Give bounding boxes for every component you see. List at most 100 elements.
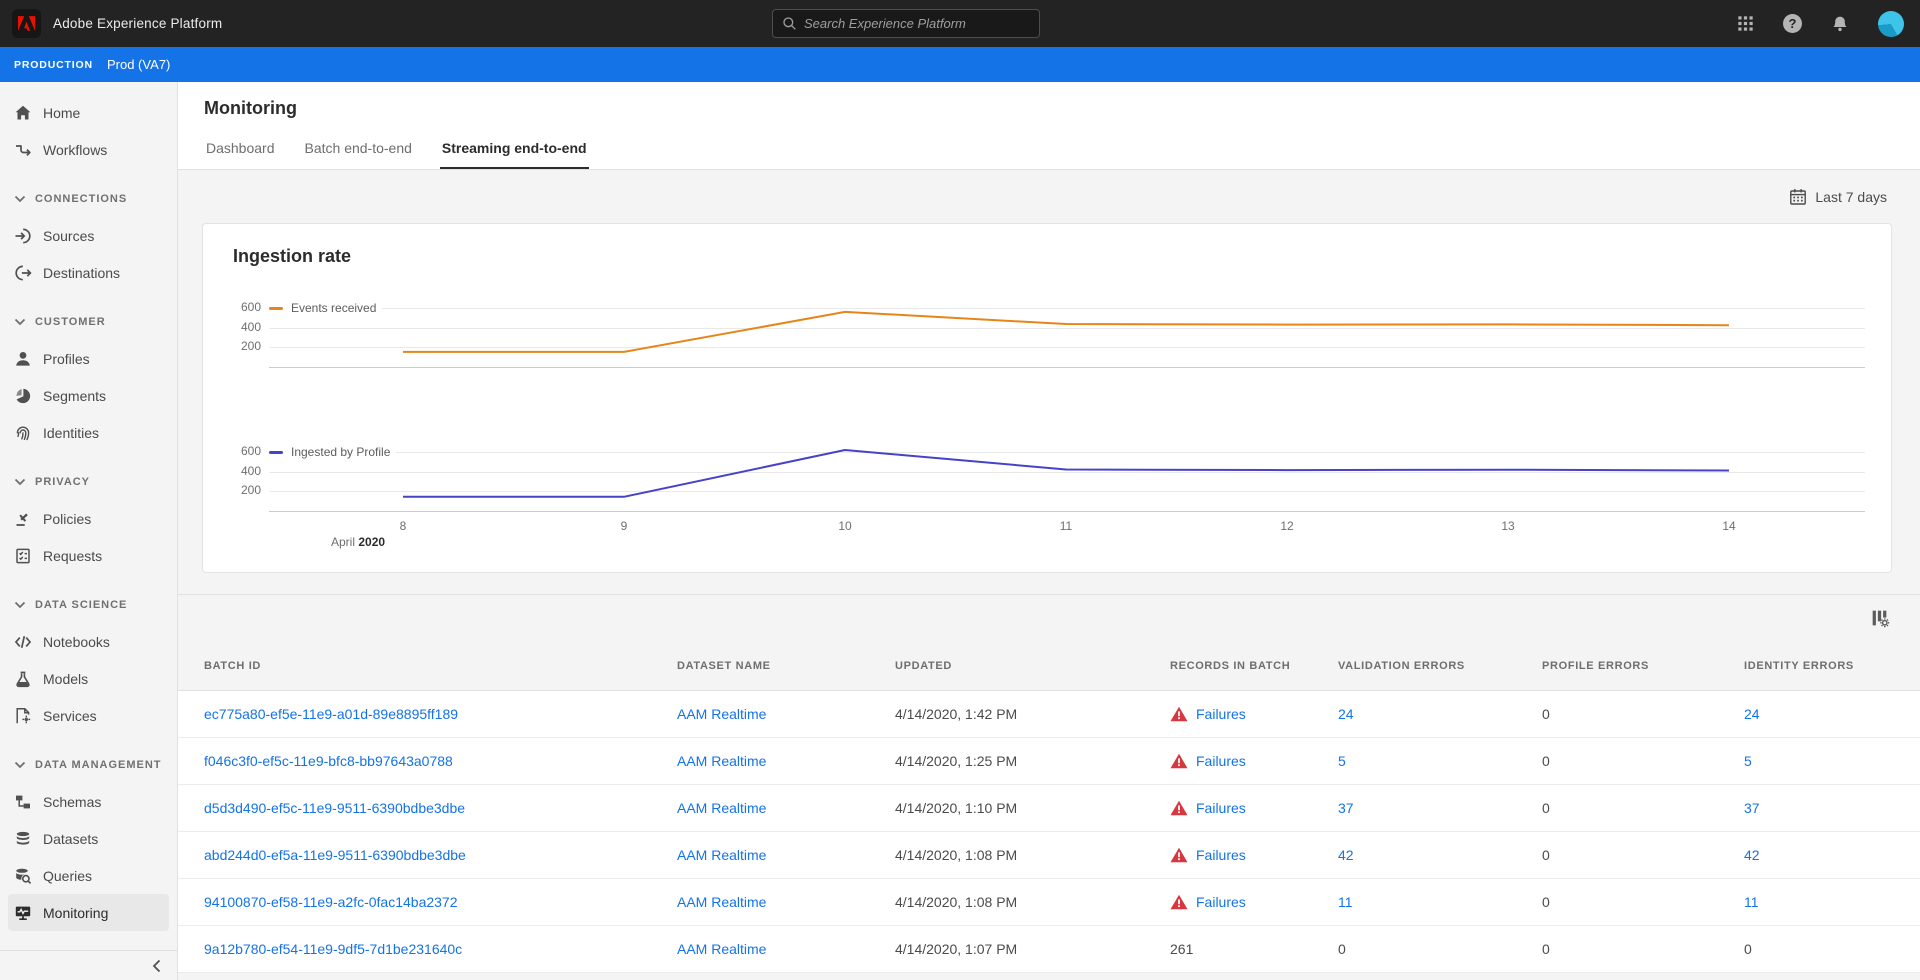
sidebar-item-label: Destinations bbox=[43, 264, 121, 281]
tab-dashboard[interactable]: Dashboard bbox=[206, 140, 275, 156]
sidebar-section-data-management[interactable]: DATA MANAGEMENT bbox=[0, 746, 177, 783]
tab-batch-end-to-end[interactable]: Batch end-to-end bbox=[304, 140, 412, 156]
collapse-sidebar-icon[interactable] bbox=[152, 959, 161, 973]
profile-errors-value: 0 bbox=[1542, 706, 1550, 722]
environment-name[interactable]: Prod (VA7) bbox=[106, 57, 171, 72]
bell-icon[interactable] bbox=[1830, 14, 1850, 34]
updated-value: 4/14/2020, 1:08 PM bbox=[895, 894, 1018, 910]
tab-streaming-end-to-end[interactable]: Streaming end-to-end bbox=[439, 140, 589, 169]
sidebar-item-segments[interactable]: Segments bbox=[8, 377, 169, 414]
records-in-batch-value[interactable]: Failures bbox=[1196, 894, 1246, 910]
dataset-name-link[interactable]: AAM Realtime bbox=[677, 706, 767, 722]
chevron-down-icon bbox=[14, 761, 26, 769]
y-tick-label: 200 bbox=[240, 339, 261, 353]
avatar[interactable] bbox=[1878, 10, 1904, 37]
gridline bbox=[269, 491, 1865, 492]
identity-errors-value[interactable]: 11 bbox=[1744, 894, 1759, 910]
warning-icon bbox=[1170, 706, 1188, 722]
updated-value: 4/14/2020, 1:08 PM bbox=[895, 847, 1018, 863]
sidebar-item-destinations[interactable]: Destinations bbox=[8, 254, 169, 291]
sidebar-item-models[interactable]: Models bbox=[8, 660, 169, 697]
search-input[interactable] bbox=[804, 16, 1030, 31]
identity-errors-value[interactable]: 24 bbox=[1744, 706, 1760, 722]
services-icon bbox=[14, 707, 32, 725]
sidebar-nav: Home Workflows CONNECTIONS Sources Destinati… bbox=[0, 94, 177, 931]
sidebar-item-monitoring[interactable]: Monitoring bbox=[8, 894, 169, 931]
date-range-picker[interactable]: Last 7 days bbox=[1789, 188, 1887, 206]
sidebar-item-label: Requests bbox=[43, 547, 103, 564]
dataset-name-link[interactable]: AAM Realtime bbox=[677, 941, 767, 957]
records-in-batch-value[interactable]: Failures bbox=[1196, 753, 1246, 769]
batch-id-link[interactable]: ec775a80-ef5e-11e9-a01d-89e8895ff189 bbox=[204, 706, 459, 722]
batch-id-link[interactable]: abd244d0-ef5a-11e9-9511-6390bdbe3dbe bbox=[204, 847, 466, 863]
global-search[interactable] bbox=[772, 9, 1040, 38]
sidebar-item-identities[interactable]: Identities bbox=[8, 414, 169, 451]
sidebar-section-data-science[interactable]: DATA SCIENCE bbox=[0, 586, 177, 623]
sidebar-item-requests[interactable]: Requests bbox=[8, 537, 169, 574]
sidebar-item-policies[interactable]: Policies bbox=[8, 500, 169, 537]
sidebar-section-privacy[interactable]: PRIVACY bbox=[0, 463, 177, 500]
sidebar-item-label: Notebooks bbox=[43, 633, 110, 650]
column-settings-icon[interactable] bbox=[1870, 608, 1890, 628]
records-in-batch-value[interactable]: Failures bbox=[1196, 706, 1246, 722]
sidebar-footer bbox=[0, 950, 177, 980]
x-tick-label: 9 bbox=[620, 518, 628, 533]
sidebar-item-home[interactable]: Home bbox=[8, 94, 169, 131]
identity-errors-value[interactable]: 42 bbox=[1744, 847, 1760, 863]
notebooks-icon bbox=[14, 633, 32, 651]
records-in-batch-value: 261 bbox=[1170, 941, 1194, 957]
series-line-ingested-by-profile bbox=[403, 449, 1730, 498]
col-profile-errors[interactable]: PROFILE ERRORS bbox=[1542, 659, 1650, 672]
table-body: ec775a80-ef5e-11e9-a01d-89e8895ff189 AAM … bbox=[178, 691, 1920, 973]
x-tick-label: 14 bbox=[1722, 518, 1736, 533]
batch-id-link[interactable]: f046c3f0-ef5c-11e9-bfc8-bb97643a0788 bbox=[204, 753, 453, 769]
validation-errors-value[interactable]: 24 bbox=[1338, 706, 1354, 722]
sidebar: Home Workflows CONNECTIONS Sources Destinati… bbox=[0, 82, 178, 980]
col-identity-errors[interactable]: IDENTITY ERRORS bbox=[1744, 659, 1854, 672]
x-tick-label: 8 bbox=[399, 518, 407, 533]
sidebar-item-profiles[interactable]: Profiles bbox=[8, 340, 169, 377]
records-in-batch-value[interactable]: Failures bbox=[1196, 800, 1246, 816]
validation-errors-value[interactable]: 37 bbox=[1338, 800, 1354, 816]
batch-id-link[interactable]: d5d3d490-ef5c-11e9-9511-6390bdbe3dbe bbox=[204, 800, 466, 816]
sidebar-section-connections[interactable]: CONNECTIONS bbox=[0, 180, 177, 217]
validation-errors-value[interactable]: 42 bbox=[1338, 847, 1354, 863]
col-dataset-name[interactable]: DATASET NAME bbox=[677, 659, 771, 672]
dataset-name-link[interactable]: AAM Realtime bbox=[677, 894, 767, 910]
dataset-name-link[interactable]: AAM Realtime bbox=[677, 800, 767, 816]
sidebar-item-label: Segments bbox=[43, 387, 107, 404]
sidebar-item-schemas[interactable]: Schemas bbox=[8, 783, 169, 820]
dataset-name-link[interactable]: AAM Realtime bbox=[677, 753, 767, 769]
monitoring-icon bbox=[14, 904, 32, 922]
help-icon[interactable]: ? bbox=[1783, 14, 1802, 33]
col-batch-id[interactable]: BATCH ID bbox=[204, 659, 262, 672]
validation-errors-value: 0 bbox=[1338, 941, 1346, 957]
queries-icon bbox=[14, 867, 32, 885]
profile-errors-value: 0 bbox=[1542, 941, 1550, 957]
chevron-down-icon bbox=[14, 318, 26, 326]
sidebar-section-customer[interactable]: CUSTOMER bbox=[0, 303, 177, 340]
sidebar-item-sources[interactable]: Sources bbox=[8, 217, 169, 254]
sidebar-item-datasets[interactable]: Datasets bbox=[8, 820, 169, 857]
adobe-logo[interactable] bbox=[12, 9, 41, 38]
validation-errors-value[interactable]: 5 bbox=[1338, 753, 1346, 769]
records-in-batch-value[interactable]: Failures bbox=[1196, 847, 1246, 863]
col-records-in-batch[interactable]: RECORDS IN BATCH bbox=[1170, 659, 1291, 672]
batch-id-link[interactable]: 9a12b780-ef54-11e9-9df5-7d1be231640c bbox=[204, 941, 463, 957]
sidebar-item-workflows[interactable]: Workflows bbox=[8, 131, 169, 168]
app-grid-icon[interactable] bbox=[1735, 14, 1755, 34]
table-row: 9a12b780-ef54-11e9-9df5-7d1be231640c AAM … bbox=[178, 926, 1920, 973]
identity-errors-value[interactable]: 37 bbox=[1744, 800, 1760, 816]
sidebar-item-notebooks[interactable]: Notebooks bbox=[8, 623, 169, 660]
validation-errors-value[interactable]: 11 bbox=[1338, 894, 1353, 910]
col-updated[interactable]: UPDATED bbox=[895, 659, 952, 672]
dataset-name-link[interactable]: AAM Realtime bbox=[677, 847, 767, 863]
segments-icon bbox=[14, 387, 32, 405]
requests-icon bbox=[14, 547, 32, 565]
identity-errors-value[interactable]: 5 bbox=[1744, 753, 1752, 769]
col-validation-errors[interactable]: VALIDATION ERRORS bbox=[1338, 659, 1465, 672]
batch-id-link[interactable]: 94100870-ef58-11e9-a2fc-0fac14ba2372 bbox=[204, 894, 458, 910]
sidebar-item-queries[interactable]: Queries bbox=[8, 857, 169, 894]
tab-bar: Dashboard Batch end-to-end Streaming end… bbox=[204, 140, 589, 169]
sidebar-item-services[interactable]: Services bbox=[8, 697, 169, 734]
